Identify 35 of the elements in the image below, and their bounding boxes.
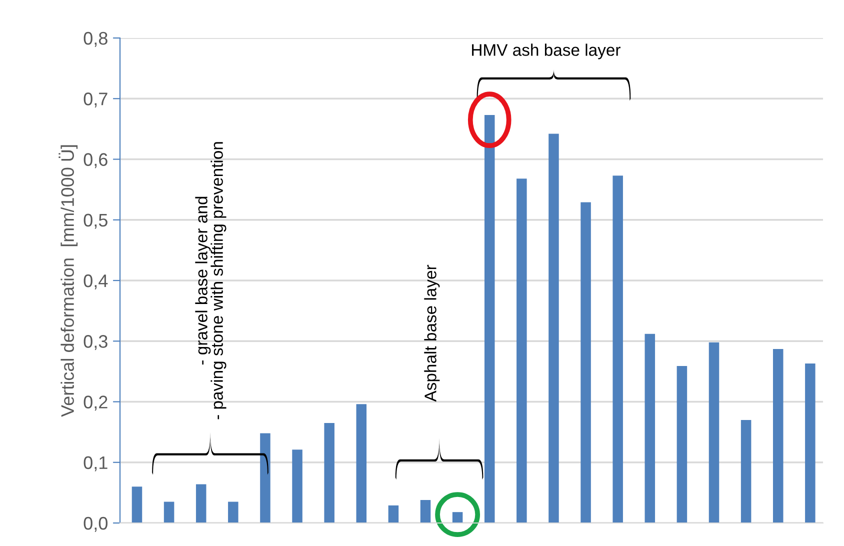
y-tick-label: 0,7 (84, 92, 108, 108)
annotation: Asphalt base layer (424, 264, 440, 402)
bar (164, 502, 174, 523)
y-tick-label: 0,6 (84, 153, 108, 168)
bar (132, 486, 142, 523)
bar (292, 450, 302, 523)
bar (228, 502, 238, 523)
bar (612, 176, 623, 523)
bar (388, 505, 399, 523)
bar (420, 500, 431, 523)
bar (644, 334, 656, 523)
y-tick-label: 0,4 (84, 274, 108, 290)
annotation: HMV ash base layer (472, 44, 620, 60)
y-tick-label: 0,5 (84, 214, 108, 229)
y-tick-label: 0,0 (84, 516, 108, 532)
bar (740, 420, 752, 523)
y-tick-label: 0,8 (84, 32, 108, 47)
bar (484, 114, 495, 523)
bar (452, 512, 463, 523)
bar (260, 433, 270, 523)
bar (196, 484, 206, 523)
y-tick-label: 0,3 (84, 335, 108, 350)
bar (356, 404, 367, 523)
y-tick-label: 0,2 (84, 396, 108, 411)
bar (324, 422, 334, 523)
bar (516, 178, 527, 523)
bar (708, 342, 720, 523)
bar (580, 202, 591, 523)
y-tick-label: 0,1 (84, 456, 108, 472)
bar (772, 349, 784, 523)
y-axis-title: Vertical deformation [mm/1000 Ü] (58, 145, 78, 417)
bar (805, 364, 816, 523)
bar (548, 134, 559, 523)
annotation: - gravel base layer and - paving stone with shifting prevention (195, 142, 226, 420)
bar (676, 366, 688, 523)
